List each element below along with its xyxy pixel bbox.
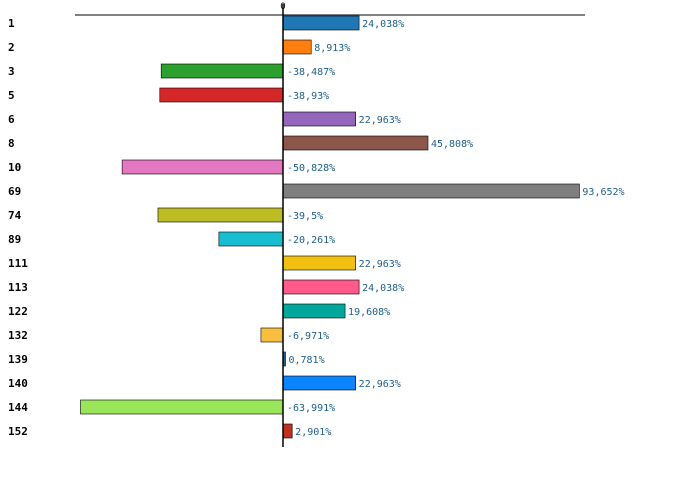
category-label: 8	[8, 137, 15, 150]
category-label: 2	[8, 41, 15, 54]
value-label: 24,038%	[362, 19, 404, 30]
category-label: 69	[8, 185, 21, 198]
bar	[282, 303, 346, 319]
value-label: -63,991%	[287, 403, 335, 414]
category-label: 132	[8, 329, 28, 342]
bar	[282, 279, 360, 295]
bar	[282, 111, 356, 127]
bar	[282, 423, 293, 439]
bar	[282, 39, 312, 55]
category-label: 3	[8, 65, 15, 78]
bar	[121, 159, 284, 175]
value-label: 2,901%	[295, 427, 331, 438]
value-label: 8,913%	[314, 43, 350, 54]
value-label: 93,652%	[582, 187, 624, 198]
category-label: 139	[8, 353, 28, 366]
bar	[282, 15, 360, 31]
category-label: 6	[8, 113, 15, 126]
category-label: 111	[8, 257, 28, 270]
bar	[160, 63, 284, 79]
bar	[157, 207, 284, 223]
category-label: 10	[8, 161, 21, 174]
category-label: 140	[8, 377, 28, 390]
category-label: 89	[8, 233, 21, 246]
bar	[80, 399, 284, 415]
value-label: -6,971%	[287, 331, 329, 342]
bar	[218, 231, 284, 247]
value-label: -39,5%	[287, 211, 323, 222]
bar	[260, 327, 284, 343]
bar	[282, 375, 356, 391]
category-label: 5	[8, 89, 15, 102]
bar	[282, 183, 580, 199]
category-label: 74	[8, 209, 22, 222]
bars-group: 1 24,038% 2 8,913% 3 -38,487% 5 -38,93% 6 22,963%…	[8, 15, 625, 439]
value-label: 24,038%	[362, 283, 404, 294]
category-label: 113	[8, 281, 28, 294]
bar	[282, 135, 429, 151]
category-label: 152	[8, 425, 28, 438]
value-label: -50,828%	[287, 163, 335, 174]
value-label: 0,781%	[288, 355, 324, 366]
bar	[159, 87, 284, 103]
value-label: 22,963%	[359, 259, 401, 270]
value-label: -20,261%	[287, 235, 335, 246]
value-label: 22,963%	[359, 379, 401, 390]
value-label: 22,963%	[359, 115, 401, 126]
value-label: 45,808%	[431, 139, 473, 150]
category-label: 144	[8, 401, 28, 414]
value-label: -38,93%	[287, 91, 329, 102]
category-label: 1	[8, 17, 15, 30]
category-label: 122	[8, 305, 28, 318]
bar	[282, 255, 356, 271]
value-label: -38,487%	[287, 67, 335, 78]
value-label: 19,608%	[348, 307, 390, 318]
